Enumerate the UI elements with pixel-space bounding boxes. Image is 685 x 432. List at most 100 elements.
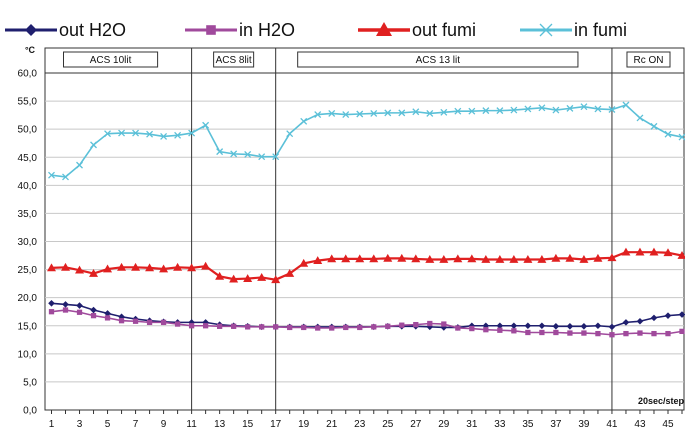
data-point: [259, 324, 265, 330]
x-tick-label: 17: [270, 419, 282, 430]
data-point: [369, 254, 379, 263]
x-tick-label: 19: [298, 419, 310, 430]
x-tick-label: 35: [522, 419, 534, 430]
data-point: [397, 253, 407, 262]
x-tick-label: 43: [634, 419, 646, 430]
data-point: [132, 318, 139, 324]
section-label: ACS 10lit: [90, 55, 132, 66]
data-point: [553, 329, 559, 336]
data-point: [510, 322, 518, 330]
data-point: [650, 122, 658, 130]
data-point: [202, 323, 209, 329]
data-point: [608, 323, 616, 331]
data-point: [273, 324, 279, 330]
legend-marker: [376, 22, 392, 36]
data-point: [594, 105, 602, 113]
x-tick-label: 27: [410, 419, 422, 430]
y-tick-label: 55,0: [18, 97, 38, 108]
x-tick-label: 7: [133, 419, 139, 430]
data-point: [482, 107, 490, 115]
legend-marker: [25, 24, 37, 36]
data-point: [383, 253, 393, 262]
data-point: [118, 318, 125, 324]
x-tick-label: 33: [494, 419, 506, 430]
data-point: [412, 108, 420, 116]
data-point: [496, 322, 504, 330]
data-point: [524, 322, 532, 330]
legend-label: out H2O: [59, 20, 126, 40]
section-label-box: [63, 51, 159, 68]
x-tick-label: 25: [382, 419, 394, 430]
data-point: [454, 107, 462, 115]
data-point: [131, 262, 141, 271]
data-point: [145, 263, 155, 272]
y-tick-label: 45,0: [18, 153, 38, 164]
data-point: [90, 306, 97, 314]
data-point: [231, 323, 237, 329]
data-point: [496, 107, 504, 115]
data-point: [146, 130, 154, 138]
data-point: [385, 323, 391, 329]
data-point: [146, 319, 153, 326]
x-tick-label: 1: [49, 419, 55, 430]
data-point: [565, 253, 575, 262]
data-point: [609, 332, 615, 338]
data-point: [104, 130, 112, 138]
data-point: [439, 254, 449, 263]
y-tick-label: 40,0: [18, 181, 38, 192]
data-point: [398, 109, 406, 117]
data-point: [425, 254, 435, 263]
legend-entry: in H2O: [185, 20, 295, 40]
data-point: [453, 254, 463, 263]
x-tick-label: 45: [662, 419, 674, 430]
data-point: [580, 323, 588, 330]
data-point: [90, 141, 97, 149]
data-point: [495, 254, 505, 263]
data-point: [160, 133, 168, 140]
legend-entry: out H2O: [5, 20, 126, 40]
x-tick-label: 15: [242, 419, 254, 430]
data-point: [539, 329, 545, 336]
data-point: [329, 325, 335, 331]
data-point: [595, 330, 601, 337]
data-point: [341, 254, 351, 263]
data-point: [594, 322, 602, 330]
x-tick-label: 29: [438, 419, 450, 430]
x-tick-label: 9: [161, 419, 167, 430]
section-label-box: [626, 51, 671, 68]
data-point: [243, 274, 253, 282]
x-tick-label: 41: [606, 419, 618, 430]
x-tick-label: 11: [186, 419, 197, 430]
section-label: ACS 13 lit: [416, 55, 461, 66]
y-tick-label: 30,0: [18, 237, 38, 248]
section-label-box: [213, 51, 255, 68]
y-tick-label: 10,0: [18, 349, 38, 360]
data-point: [160, 319, 167, 326]
data-point: [677, 251, 685, 259]
data-point: [551, 253, 561, 262]
data-point: [579, 254, 589, 263]
data-point: [76, 161, 83, 169]
data-point: [327, 254, 337, 263]
legend-entry: in fumi: [520, 20, 627, 40]
data-point: [455, 325, 461, 331]
data-point: [355, 254, 365, 263]
data-point: [76, 309, 83, 315]
x-tick-label: 3: [77, 419, 83, 430]
data-point: [607, 253, 617, 262]
data-point: [678, 311, 685, 318]
data-point: [511, 328, 517, 334]
data-point: [371, 324, 377, 330]
data-point: [441, 321, 447, 327]
data-point: [509, 254, 519, 263]
data-point: [272, 153, 280, 161]
section-label: Rc ON: [633, 55, 663, 66]
data-point: [649, 247, 659, 256]
data-point: [174, 131, 182, 139]
data-point: [678, 133, 685, 141]
y-tick-label: 50,0: [18, 125, 38, 136]
data-point: [566, 104, 574, 112]
data-point: [636, 114, 644, 122]
data-point: [593, 253, 603, 262]
